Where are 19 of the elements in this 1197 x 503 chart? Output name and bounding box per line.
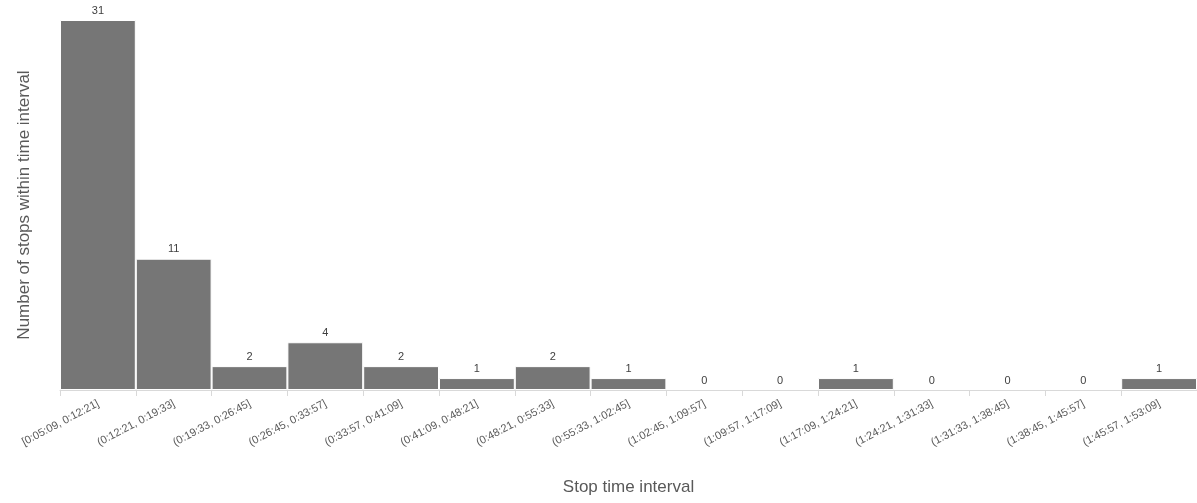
data-label: 1	[473, 361, 480, 374]
data-label: 1	[625, 361, 632, 374]
data-label: 0	[928, 373, 935, 386]
data-label: 0	[777, 373, 784, 386]
data-label: 4	[322, 325, 329, 338]
data-label: 1	[852, 361, 859, 374]
x-axis-title: Stop time interval	[562, 477, 695, 496]
data-label: 2	[398, 349, 405, 362]
data-label: 11	[167, 242, 180, 255]
data-label: 0	[1004, 373, 1011, 386]
data-label: 31	[91, 3, 105, 16]
bar	[1121, 378, 1197, 390]
y-axis-title: Number of stops within time interval	[14, 70, 33, 340]
data-label: 2	[246, 349, 253, 362]
bar	[818, 378, 894, 390]
data-label: 2	[549, 349, 556, 362]
data-label: 0	[701, 373, 708, 386]
data-label: 0	[1080, 373, 1087, 386]
data-label: 1	[1156, 361, 1163, 374]
